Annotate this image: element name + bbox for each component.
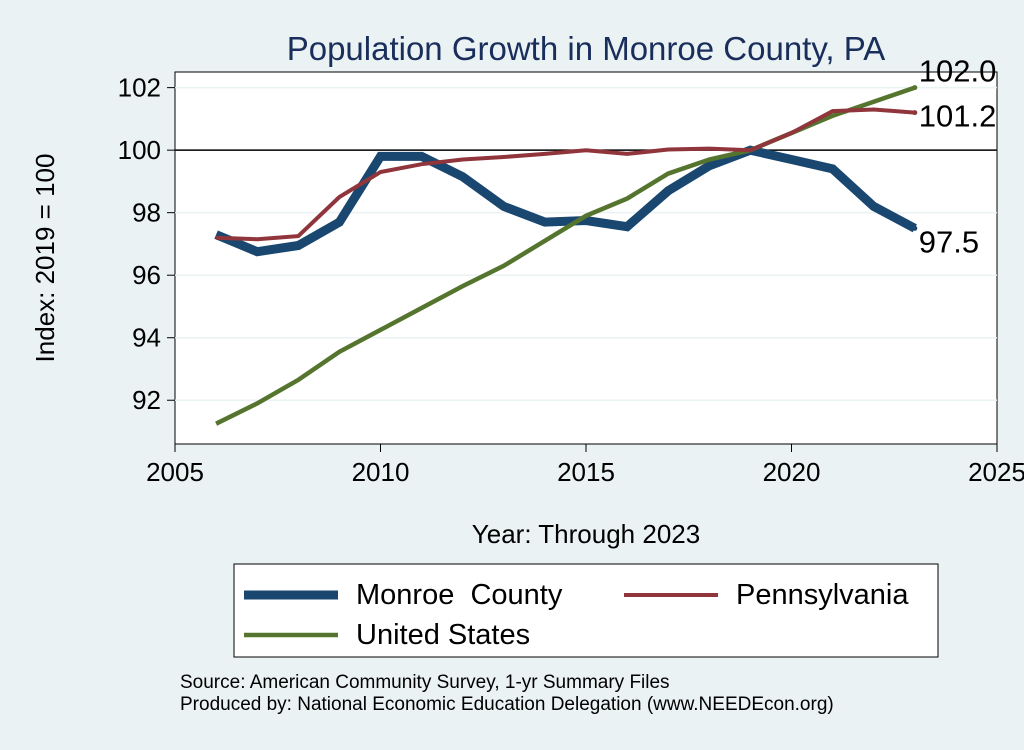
source-note: Source: American Community Survey, 1-yr … bbox=[180, 672, 670, 693]
series-line-monroe-county bbox=[214, 145, 917, 257]
x-axis-label: Year: Through 2023 bbox=[472, 519, 700, 549]
y-tick-label: 98 bbox=[132, 198, 161, 228]
x-tick-label: 2015 bbox=[557, 457, 615, 487]
series-layer bbox=[214, 85, 918, 426]
legend-items: Monroe County Pennsylvania United States bbox=[244, 579, 909, 651]
axes-layer: 92 94 96 98 100 102 2005 2010 2015 2020 2025 bbox=[118, 73, 1024, 487]
end-label-monroe-county: 97.5 bbox=[919, 224, 979, 259]
end-point-united-states bbox=[912, 85, 918, 91]
end-label-united-states: 102.0 bbox=[919, 54, 997, 89]
plot-area bbox=[174, 71, 998, 445]
y-tick-label: 96 bbox=[132, 260, 161, 290]
x-tick-label: 2010 bbox=[352, 457, 410, 487]
chart-title: Population Growth in Monroe County, PA bbox=[287, 30, 886, 67]
series-line-pennsylvania bbox=[216, 107, 915, 242]
legend-box bbox=[233, 563, 939, 658]
x-tick-label: 2020 bbox=[763, 457, 821, 487]
produced-by-note: Produced by: National Economic Education… bbox=[180, 694, 834, 715]
y-tick-label: 92 bbox=[132, 385, 161, 415]
y-tick-label: 100 bbox=[118, 135, 161, 165]
y-tick-label: 94 bbox=[132, 323, 161, 353]
end-point-pennsylvania bbox=[912, 110, 918, 116]
end-point-monroe-county bbox=[912, 225, 918, 231]
y-axis-label: Index: 2019 = 100 bbox=[30, 154, 60, 363]
legend-label-monroe-county: Monroe County bbox=[356, 579, 563, 611]
end-label-pennsylvania: 101.2 bbox=[919, 99, 997, 134]
legend: Monroe County Pennsylvania United States bbox=[233, 563, 939, 658]
y-tick-label: 102 bbox=[118, 73, 161, 103]
legend-label-united-states: United States bbox=[356, 619, 530, 651]
labels-layer: 97.5 101.2 102.0 bbox=[919, 54, 997, 260]
x-tick-label: 2005 bbox=[146, 457, 204, 487]
x-tick-label: 2025 bbox=[968, 457, 1024, 487]
legend-label-pennsylvania: Pennsylvania bbox=[736, 579, 909, 611]
